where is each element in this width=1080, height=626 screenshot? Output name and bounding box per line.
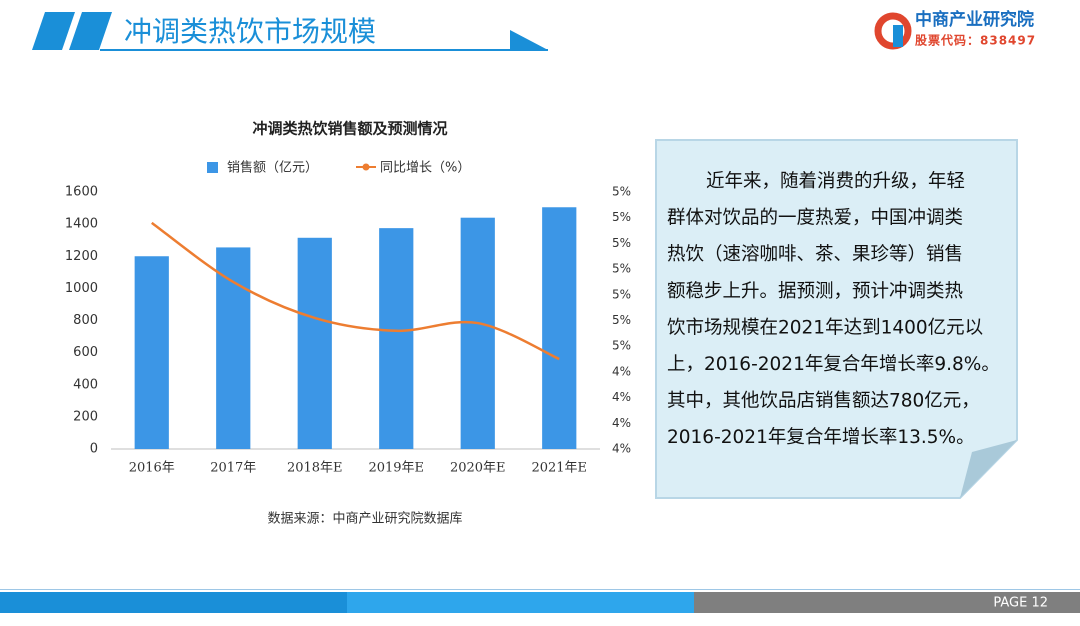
y-tick-label: 0	[90, 442, 98, 457]
bar	[297, 237, 332, 449]
x-tick-label: 2021年E	[531, 461, 587, 476]
legend-swatch	[207, 162, 218, 173]
header-corner	[510, 30, 548, 50]
y2-tick-label: 4%	[612, 442, 631, 456]
page-title: 冲调类热饮市场规模	[124, 15, 376, 48]
bar	[542, 207, 577, 449]
y-tick-label: 200	[73, 409, 98, 424]
y2-tick-label: 5%	[612, 210, 631, 224]
page-number: PAGE 12	[993, 596, 1048, 611]
logo-icon	[893, 25, 903, 47]
logo-name: 中商产业研究院	[915, 9, 1034, 30]
y2-tick-label: 4%	[612, 416, 631, 430]
legend-label: 同比增长（%）	[380, 161, 470, 176]
text-box-line: 群体对饮品的一度热爱，中国冲调类	[667, 208, 963, 229]
y2-tick-label: 5%	[612, 185, 631, 199]
footer-bar	[347, 592, 694, 613]
text-box-line: 额稳步上升。据预测，预计冲调类热	[667, 281, 963, 302]
y2-tick-label: 5%	[612, 236, 631, 250]
text-box-line: 热饮（速溶咖啡、茶、果珍等）销售	[667, 244, 963, 265]
x-tick-label: 2019年E	[368, 461, 424, 476]
x-tick-label: 2018年E	[287, 461, 343, 476]
y2-tick-label: 4%	[612, 364, 631, 378]
y2-tick-label: 5%	[612, 287, 631, 301]
legend-label: 销售额（亿元）	[227, 160, 318, 176]
header-stripe	[69, 12, 112, 50]
line	[151, 221, 560, 361]
bar	[460, 217, 495, 449]
text-box-fold	[960, 440, 1017, 498]
text-box-line: 其中，其他饮品店销售额达780亿元，	[667, 391, 980, 412]
y-tick-label: 800	[73, 313, 98, 328]
y-tick-label: 1600	[65, 185, 98, 200]
y-tick-label: 1400	[65, 217, 98, 232]
text-box-line: 近年来，随着消费的升级，年轻	[706, 171, 965, 192]
y2-tick-label: 5%	[612, 313, 631, 327]
legend-swatch	[362, 163, 370, 171]
y-tick-label: 600	[73, 345, 98, 360]
y-tick-label: 1200	[65, 249, 98, 264]
y2-tick-label: 5%	[612, 339, 631, 353]
footer-bar	[694, 592, 1080, 613]
footer-rule	[0, 589, 1080, 590]
logo-code: 股票代码：838497	[915, 33, 1036, 48]
y-tick-label: 1000	[65, 281, 98, 296]
bar	[216, 247, 251, 449]
bar	[134, 256, 169, 449]
chart-title: 冲调类热饮销售额及预测情况	[252, 120, 447, 138]
footer-bar	[0, 592, 347, 613]
x-tick-label: 2020年E	[450, 461, 506, 476]
text-box-line: 上，2016-2021年复合年增长率9.8%。	[667, 354, 1000, 375]
bar	[379, 228, 414, 449]
y2-tick-label: 4%	[612, 390, 631, 404]
header-stripe	[32, 12, 75, 50]
y2-tick-label: 5%	[612, 262, 631, 276]
x-tick-label: 2016年	[129, 461, 175, 476]
text-box-line: 饮市场规模在2021年达到1400亿元以	[667, 317, 983, 338]
y-tick-label: 400	[73, 377, 98, 392]
text-box-line: 2016-2021年复合年增长率13.5%。	[667, 427, 975, 448]
chart-source: 数据来源：中商产业研究院数据库	[267, 511, 462, 527]
x-tick-label: 2017年	[210, 461, 256, 476]
